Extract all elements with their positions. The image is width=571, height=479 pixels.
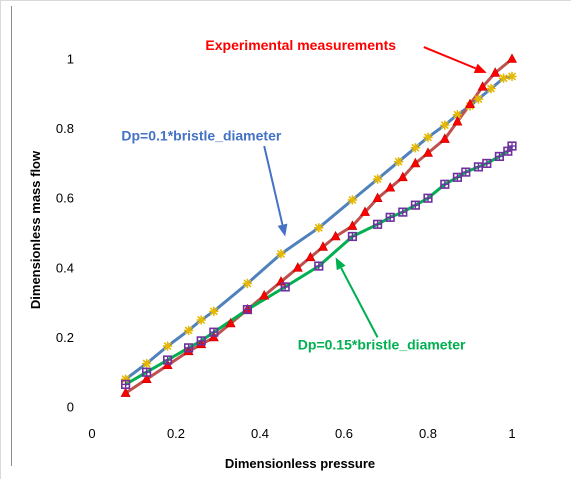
annotation-arrows <box>263 46 487 338</box>
data-point <box>305 251 316 262</box>
data-point <box>385 212 395 222</box>
data-point <box>452 172 463 182</box>
y-tick-label: 0.6 <box>56 191 74 206</box>
data-point <box>372 192 383 202</box>
data-point <box>347 231 358 242</box>
series-markers <box>120 53 517 397</box>
data-point <box>385 182 396 192</box>
x-tick-label: 0 <box>88 426 95 441</box>
data-point <box>242 304 253 315</box>
data-point <box>452 109 463 120</box>
data-point <box>292 262 303 272</box>
data-point <box>465 98 475 109</box>
data-point <box>183 325 194 336</box>
y-tick-label: 1 <box>67 52 74 67</box>
data-point <box>209 327 219 337</box>
data-point <box>410 142 421 153</box>
data-point <box>163 355 173 365</box>
data-point <box>209 306 219 317</box>
data-point <box>120 387 131 397</box>
data-point <box>347 220 358 230</box>
data-point <box>397 171 408 182</box>
data-point <box>423 193 433 203</box>
data-point <box>473 94 484 104</box>
data-point <box>121 379 131 389</box>
data-point <box>486 83 496 94</box>
data-point <box>184 343 194 353</box>
x-tick-label: 1 <box>508 426 515 441</box>
data-point <box>393 156 404 167</box>
data-point <box>142 367 152 377</box>
data-point <box>141 373 152 383</box>
data-point <box>313 222 324 233</box>
data-point <box>507 141 517 151</box>
y-tick-label: 0.4 <box>56 260 74 275</box>
data-point <box>225 317 236 328</box>
y-tick-label: 0.8 <box>56 121 74 136</box>
data-point <box>439 120 450 130</box>
data-point <box>372 219 383 229</box>
data-point <box>439 133 450 143</box>
data-point <box>423 132 433 143</box>
data-point <box>490 67 501 77</box>
data-point <box>398 207 408 217</box>
annotation-arrow-line <box>423 46 477 70</box>
x-tick-label: 0.8 <box>419 426 437 441</box>
x-axis-title: Dimensionless pressure <box>225 456 375 471</box>
data-point <box>280 282 290 292</box>
data-point <box>162 341 173 351</box>
data-point <box>242 278 253 289</box>
data-point <box>360 206 370 216</box>
data-point <box>330 230 341 241</box>
data-point <box>410 200 421 210</box>
data-point <box>452 115 463 126</box>
data-point <box>314 261 324 271</box>
data-point <box>461 167 471 177</box>
annotation-experimental: Experimental measurements <box>205 37 396 53</box>
data-point <box>507 53 517 63</box>
annotation-dp-0-1: Dp=0.1*bristle_diameter <box>121 128 281 144</box>
x-axis-ticks: 0 0.2 0.4 0.6 0.8 1 <box>88 426 515 441</box>
y-tick-label: 0 <box>67 400 74 415</box>
left-border <box>11 6 12 466</box>
y-axis-ticks: 0 0.2 0.4 0.6 0.8 1 <box>56 52 74 415</box>
annotation-arrow-head <box>277 223 288 237</box>
data-point <box>372 174 383 184</box>
x-tick-label: 0.2 <box>167 426 185 441</box>
data-point <box>440 179 450 189</box>
data-point <box>347 195 358 205</box>
data-point <box>196 336 206 346</box>
annotation-dp-0-15: Dp=0.15*bristle_diameter <box>298 336 466 352</box>
x-tick-label: 0.6 <box>335 426 353 441</box>
data-point <box>498 73 509 83</box>
annotation-arrow-head <box>335 257 346 271</box>
data-point <box>141 358 152 369</box>
y-axis-title: Dimensionless mass flow <box>28 150 43 309</box>
data-point <box>276 249 286 259</box>
data-point <box>507 71 517 82</box>
annotation-arrow-line <box>340 267 379 338</box>
annotation-arrow-head <box>473 63 487 73</box>
data-point <box>259 289 270 300</box>
data-point <box>477 81 488 91</box>
data-point <box>494 151 505 162</box>
data-point <box>482 158 492 169</box>
data-point <box>410 157 421 168</box>
y-tick-label: 0.2 <box>56 330 74 345</box>
data-point <box>423 147 433 157</box>
x-tick-label: 0.4 <box>251 426 269 441</box>
data-point <box>196 315 206 325</box>
annotation-arrow-line <box>263 145 284 226</box>
data-point <box>318 241 328 251</box>
